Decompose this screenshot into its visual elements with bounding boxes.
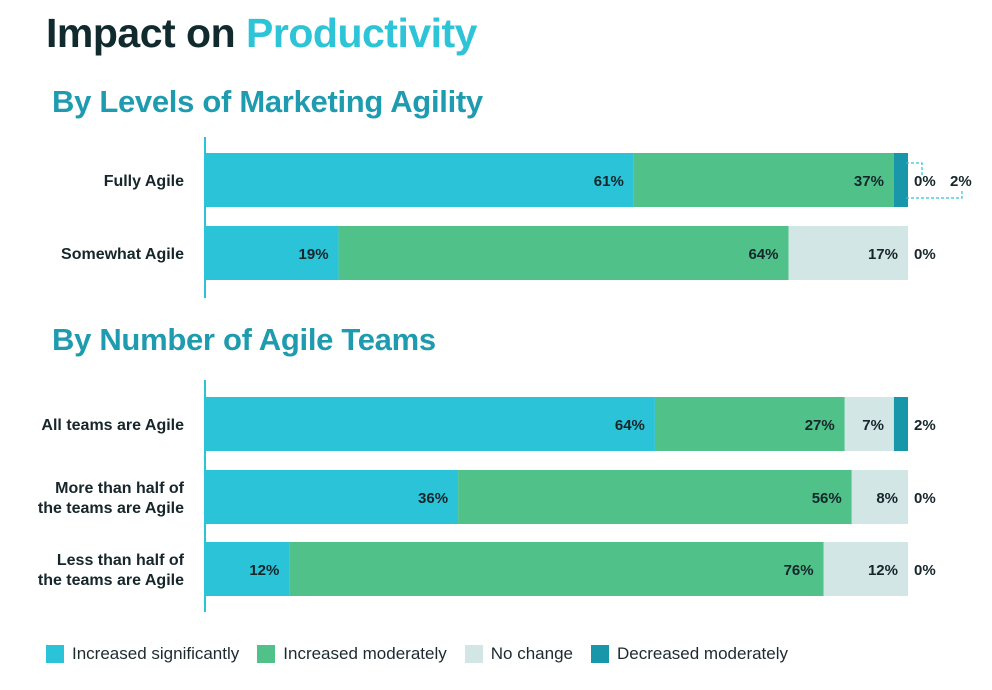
bar-segment-increased-significantly xyxy=(205,470,459,524)
charts-canvas: Fully Agile 61% 37% 0% 2% Somewhat Agile 19% 64… xyxy=(38,137,972,612)
category-label: Less than half of the teams are Agile xyxy=(38,552,185,589)
data-label: 64% xyxy=(615,417,645,434)
bar-segment-decreased-moderately xyxy=(893,397,908,451)
bar-segment-increased-moderately xyxy=(654,397,845,451)
legend-swatch-increased-significantly xyxy=(46,645,64,663)
data-label: 8% xyxy=(876,490,898,507)
chart-1: Fully Agile 61% 37% 0% 2% Somewhat Agile 19% 64… xyxy=(61,137,972,298)
data-label: 56% xyxy=(812,490,842,507)
data-label-outside: 2% xyxy=(914,417,936,434)
page-title: Impact on Productivity xyxy=(46,10,477,57)
legend-item-increased-significantly: Increased significantly xyxy=(46,644,239,664)
category-label: Somewhat Agile xyxy=(61,246,184,263)
data-label-outside: 2% xyxy=(950,173,972,190)
chart-2: All teams are Agile 64% 27% 7% 2% More than h… xyxy=(38,380,936,612)
bar-segment-no-change xyxy=(851,470,908,524)
data-label-outside: 0% xyxy=(914,246,936,263)
legend-item-no-change: No change xyxy=(464,644,573,664)
data-label: 64% xyxy=(748,246,778,263)
bar-segment-no-change xyxy=(823,542,908,596)
category-label: All teams are Agile xyxy=(41,417,184,434)
bar-segment-increased-moderately xyxy=(458,470,852,524)
legend-item-decreased-moderately: Decreased moderately xyxy=(590,644,789,664)
data-label: 27% xyxy=(805,417,835,434)
chart-2-title: By Number of Agile Teams xyxy=(52,322,436,357)
data-label: 76% xyxy=(784,562,814,579)
bar-segment-increased-significantly xyxy=(205,226,339,280)
data-label: 19% xyxy=(299,246,329,263)
category-label: Fully Agile xyxy=(104,173,184,190)
legend-swatch-decreased-moderately xyxy=(590,645,609,663)
legend-label: No change xyxy=(490,644,573,663)
chart-1-title: By Levels of Marketing Agility xyxy=(52,84,483,119)
title-part-2: Productivity xyxy=(246,10,477,56)
bar-segment-no-change xyxy=(788,226,908,280)
data-label-outside: 0% xyxy=(914,490,936,507)
category-label: More than half of the teams are Agile xyxy=(38,480,185,517)
legend-label: Increased moderately xyxy=(283,644,447,663)
legend-swatch-no-change xyxy=(464,645,483,663)
bar-segment-no-change xyxy=(844,397,894,451)
legend-item-increased-moderately: Increased moderately xyxy=(257,644,447,664)
bar-segment-increased-moderately xyxy=(633,153,894,207)
data-label: 7% xyxy=(862,417,884,434)
data-label: 36% xyxy=(418,490,448,507)
legend-label: Increased significantly xyxy=(72,644,240,663)
bar-segment-increased-significantly xyxy=(205,153,634,207)
data-label: 12% xyxy=(249,562,279,579)
data-label-outside: 0% xyxy=(914,562,936,579)
bar-segment-increased-significantly xyxy=(205,397,655,451)
bar-segment-decreased-moderately xyxy=(893,153,908,207)
legend-label: Decreased moderately xyxy=(616,644,789,663)
data-label: 37% xyxy=(854,173,884,190)
bar-segment-increased-moderately xyxy=(338,226,789,280)
legend-swatch-increased-moderately xyxy=(257,645,276,663)
data-label: 61% xyxy=(594,173,624,190)
legend: Increased significantly Increased modera… xyxy=(46,644,806,664)
data-label: 17% xyxy=(868,246,898,263)
bar-segment-increased-moderately xyxy=(289,542,824,596)
callout-dashed-line xyxy=(906,162,963,199)
title-part-1: Impact on xyxy=(46,10,236,56)
data-label: 12% xyxy=(868,562,898,579)
data-label-outside: 0% xyxy=(914,173,936,190)
bar-segment-increased-significantly xyxy=(205,542,290,596)
